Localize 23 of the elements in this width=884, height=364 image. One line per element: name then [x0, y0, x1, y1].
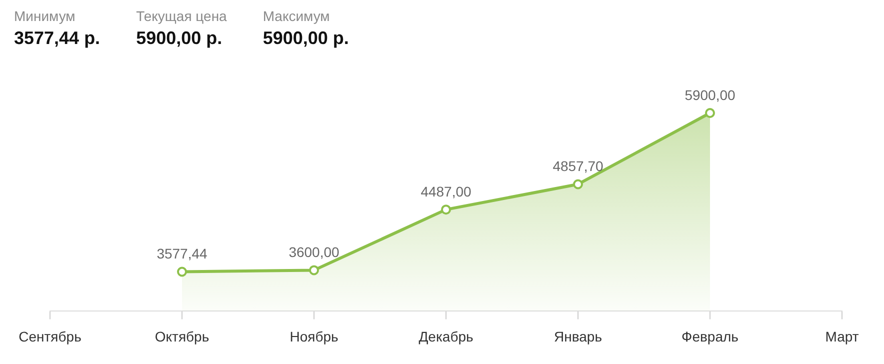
text: Максимум: [262, 8, 331, 24]
x-tick-label: Сентябрь: [18, 328, 82, 344]
x-tick-label: Октябрь: [154, 328, 210, 344]
x-tick-label: Февраль: [682, 328, 738, 344]
data-label: 3600,00: [288, 244, 340, 260]
x-tick-label: Март: [825, 328, 860, 344]
text: 3577,44 р.: [14, 28, 100, 49]
x-tick-label: Декабрь: [418, 328, 474, 344]
text: Текущая цена: [136, 8, 227, 24]
data-label: 3577,44: [156, 246, 208, 262]
data-label: 4487,00: [420, 183, 472, 200]
text: 5900,00 р.: [262, 28, 349, 49]
text: 5900,00 р.: [136, 28, 224, 49]
x-tick-label: Ноябрь: [290, 328, 338, 344]
point: [441, 204, 451, 215]
point: [573, 179, 583, 190]
point: [177, 266, 187, 277]
x-tick-label: Январь: [554, 328, 602, 344]
point: [309, 265, 319, 276]
data-label: 4857,70: [552, 158, 604, 174]
data-label: 5900,00: [684, 86, 736, 103]
text: Минимум: [14, 8, 76, 24]
point: [705, 108, 715, 118]
